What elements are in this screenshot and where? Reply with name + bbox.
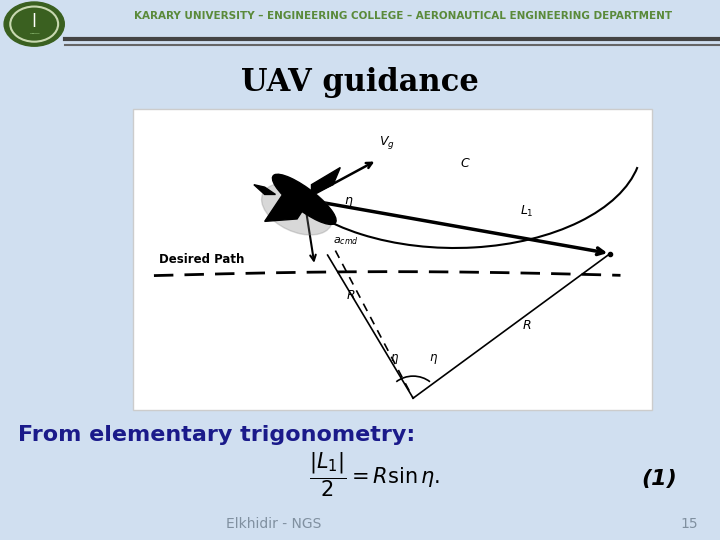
Polygon shape xyxy=(312,167,341,194)
Text: $\eta$: $\eta$ xyxy=(429,352,438,366)
Text: $V_g$: $V_g$ xyxy=(379,133,395,151)
Text: ___: ___ xyxy=(29,28,40,34)
Text: $\eta$: $\eta$ xyxy=(343,195,353,210)
Text: $L_1$: $L_1$ xyxy=(521,204,534,219)
Circle shape xyxy=(4,2,64,46)
Polygon shape xyxy=(254,185,276,194)
Text: 15: 15 xyxy=(681,517,698,531)
Text: $a_{cmd}$: $a_{cmd}$ xyxy=(333,235,359,247)
Text: $R$: $R$ xyxy=(523,319,532,332)
Text: KARARY UNIVERSITY – ENGINEERING COLLEGE – AERONAUTICAL ENGINEERING DEPARTMENT: KARARY UNIVERSITY – ENGINEERING COLLEGE … xyxy=(134,11,672,21)
Polygon shape xyxy=(265,194,312,221)
Text: $\dfrac{|L_1|}{2} = R\sin\eta.$: $\dfrac{|L_1|}{2} = R\sin\eta.$ xyxy=(309,451,440,500)
FancyBboxPatch shape xyxy=(133,109,652,410)
Text: $\eta$: $\eta$ xyxy=(390,352,400,366)
Text: |: | xyxy=(32,13,37,27)
Text: From elementary trigonometry:: From elementary trigonometry: xyxy=(18,424,415,445)
Ellipse shape xyxy=(272,174,336,225)
Text: $R$: $R$ xyxy=(346,289,356,302)
Text: (1): (1) xyxy=(641,469,677,489)
Text: Desired Path: Desired Path xyxy=(159,253,245,266)
Text: $C$: $C$ xyxy=(459,157,470,170)
Text: UAV guidance: UAV guidance xyxy=(241,66,479,98)
Ellipse shape xyxy=(261,184,333,235)
Text: Elkhidir - NGS: Elkhidir - NGS xyxy=(226,517,321,531)
